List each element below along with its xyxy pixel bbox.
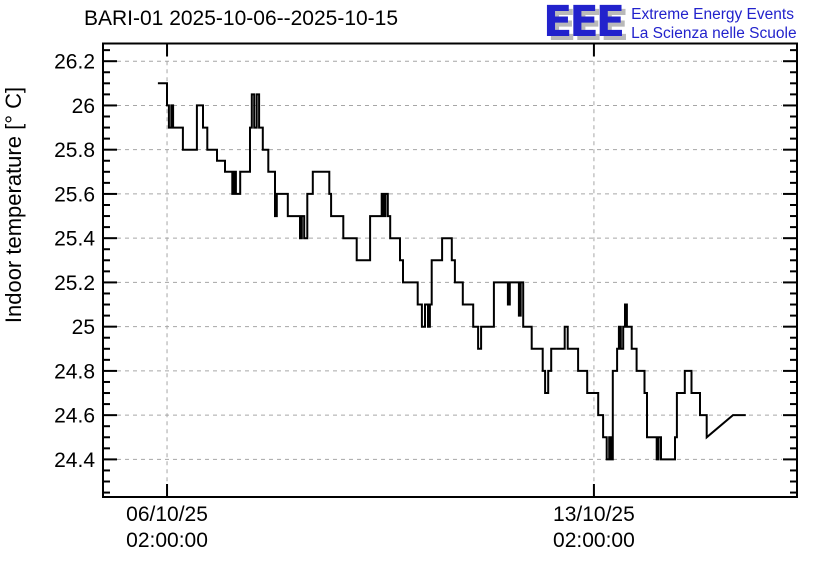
eee-logo: EEE Extreme Energy Events La Scienza nel… — [543, 0, 797, 47]
y-tick-label: 24.4 — [54, 449, 95, 472]
x-tick-label-time: 02:00:00 — [553, 529, 635, 552]
logo-tagline-1: Extreme Energy Events — [631, 6, 794, 23]
x-tick-label-date: 06/10/25 — [126, 503, 208, 526]
eee-logo-acronym: EEE — [543, 0, 625, 47]
y-tick-label: 26 — [72, 95, 95, 118]
plot-frame — [102, 42, 798, 498]
indoor-temperature-series — [157, 82, 746, 461]
y-tick-label: 25.4 — [54, 228, 95, 251]
y-tick-label: 25.2 — [54, 272, 95, 295]
chart-title: BARI-01 2025-10-06--2025-10-15 — [84, 7, 399, 30]
y-tick-label: 26.2 — [54, 51, 95, 74]
y-tick-label: 24.8 — [54, 360, 95, 383]
x-tick-label-time: 02:00:00 — [126, 529, 208, 552]
y-tick-label: 25.8 — [54, 139, 95, 162]
eee-logo-taglines: Extreme Energy Events La Scienza nelle S… — [631, 5, 796, 43]
y-tick-label: 25 — [72, 316, 95, 339]
x-tick-label-date: 13/10/25 — [553, 503, 635, 526]
logo-tagline-2: La Scienza nelle Scuole — [631, 25, 797, 42]
y-tick-label: 25.6 — [54, 183, 95, 206]
y-tick-label: 24.6 — [54, 405, 95, 428]
